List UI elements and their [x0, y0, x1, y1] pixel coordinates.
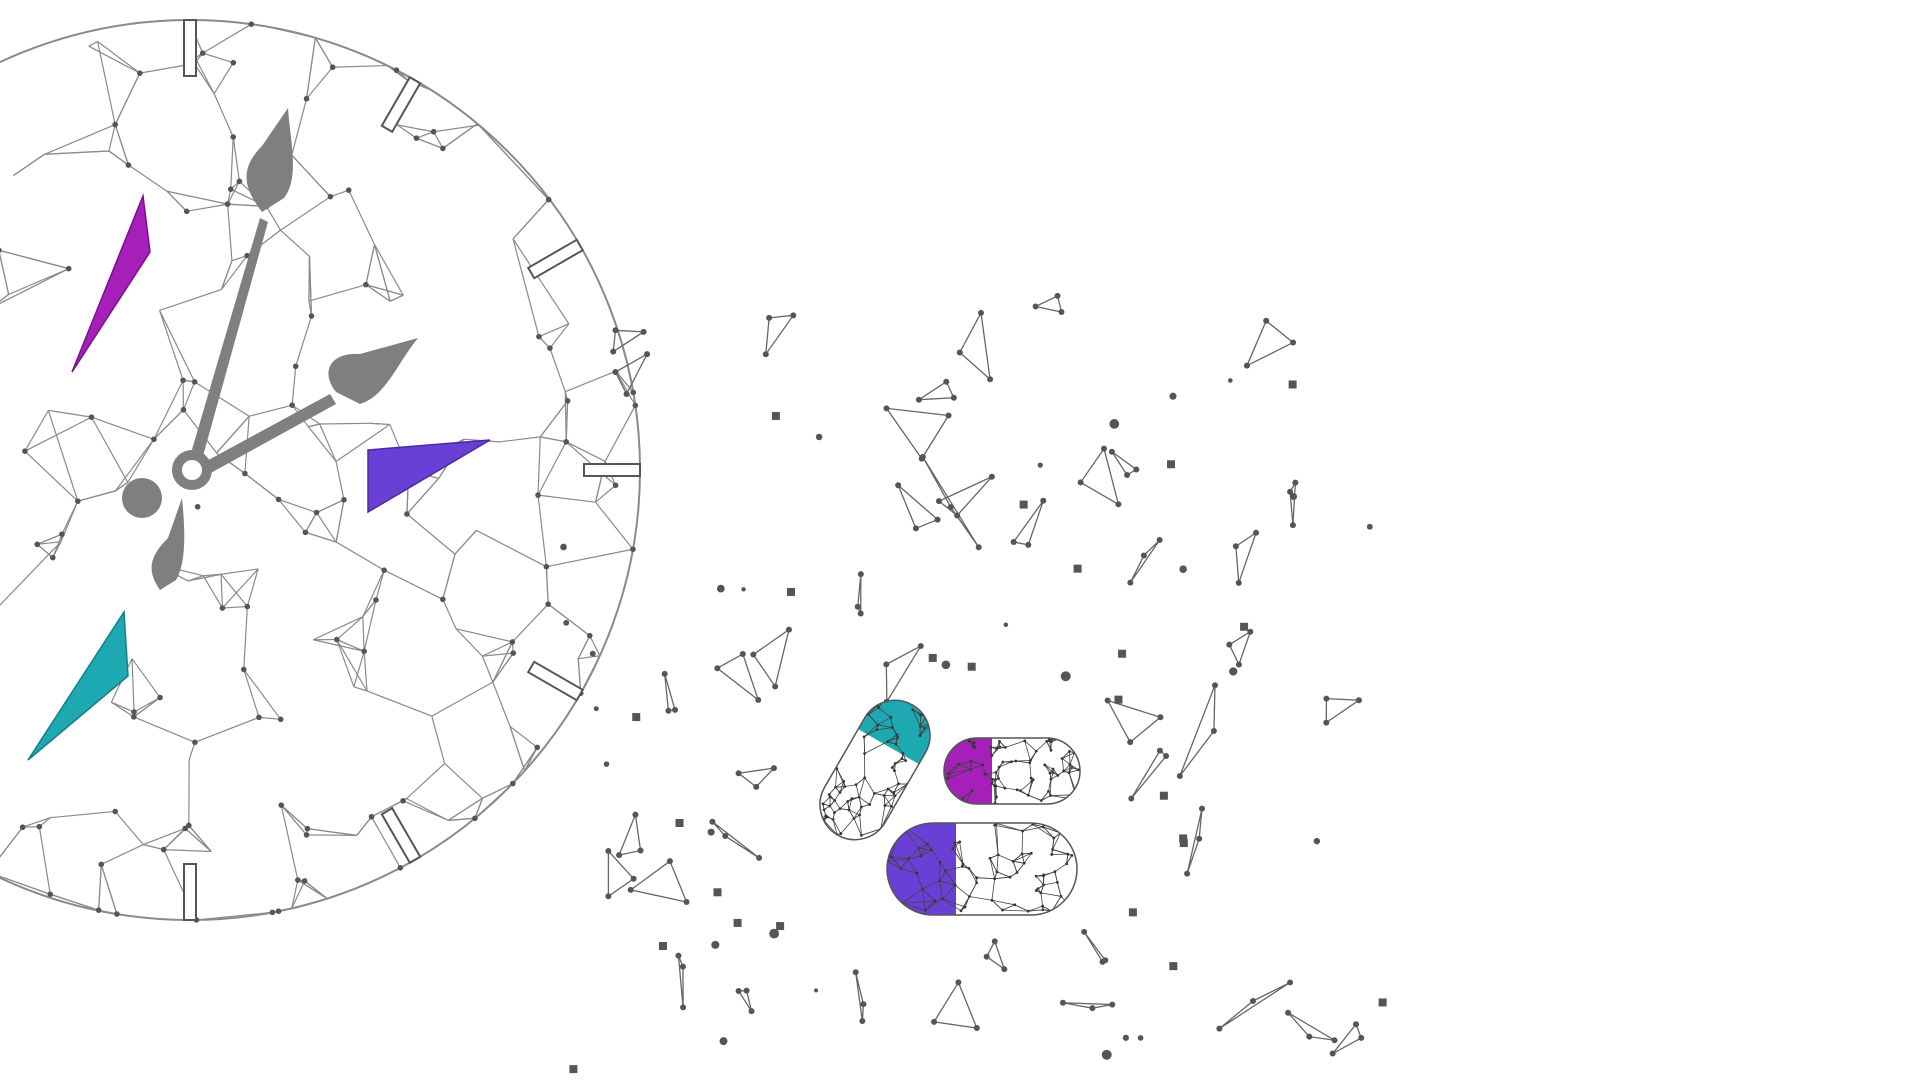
violet-shard	[367, 439, 491, 514]
hour-hand	[190, 338, 418, 480]
teal-shard	[27, 609, 129, 761]
clock-mesh	[0, 21, 639, 923]
clock-rim	[0, 19, 641, 921]
wireframe-clock-icon	[0, 19, 641, 923]
capsule-icon	[886, 822, 1078, 916]
pills-group	[814, 687, 1081, 916]
clock-hour-markers	[183, 19, 641, 921]
hand-tail	[122, 478, 185, 590]
minute-hand	[186, 108, 293, 474]
magenta-shard	[71, 193, 151, 373]
particle-scatter-icon	[560, 292, 1387, 1074]
capsule-icon	[943, 737, 1081, 805]
